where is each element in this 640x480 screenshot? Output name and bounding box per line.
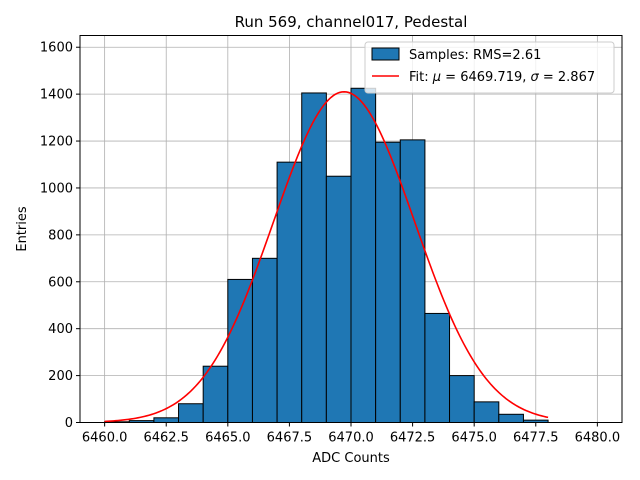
legend-fit-sigma-symbol: σ xyxy=(531,70,540,85)
y-axis-title: Entries xyxy=(15,206,30,252)
y-tick-label: 800 xyxy=(48,228,73,243)
legend-fit-prefix: Fit: xyxy=(409,70,433,85)
gaussian-fit-line xyxy=(104,90,549,423)
x-tick-label: 6460.0 xyxy=(82,431,128,446)
histogram-bar xyxy=(325,175,352,423)
histogram-bar xyxy=(375,141,401,424)
histogram-bar xyxy=(153,417,180,423)
x-tick-label: 6467.5 xyxy=(267,431,313,446)
x-axis-title: ADC Counts xyxy=(312,451,390,466)
histogram-bar xyxy=(399,139,426,423)
x-tick-label: 6472.5 xyxy=(390,431,436,446)
legend-label-samples: Samples: RMS=2.61 xyxy=(409,48,541,63)
histogram-bar xyxy=(473,401,500,423)
histogram-bar xyxy=(424,312,451,424)
y-tick-label: 1000 xyxy=(40,181,73,196)
histogram-bars xyxy=(104,87,549,424)
y-tick-label: 1400 xyxy=(40,88,73,103)
x-tick-label: 6477.5 xyxy=(513,431,559,446)
histogram-bar xyxy=(449,375,475,424)
x-tick-label: 6462.5 xyxy=(143,431,189,446)
histogram-bar xyxy=(178,403,204,423)
legend-fit-sigma-value: = 2.867 xyxy=(539,70,595,85)
x-tick-label: 6480.0 xyxy=(575,431,621,446)
x-tick-label: 6470.0 xyxy=(328,431,374,446)
chart-title: Run 569, channel017, Pedestal xyxy=(235,13,468,31)
legend-fit-mu-value: = 6469.719, xyxy=(441,70,530,85)
legend-swatch-samples xyxy=(371,47,400,61)
histogram-bar xyxy=(202,365,229,423)
y-tick-label: 1200 xyxy=(40,135,73,150)
x-tick-label: 6475.0 xyxy=(451,431,497,446)
y-tick-label: 200 xyxy=(48,369,73,384)
legend-label-fit: Fit: μ = 6469.719, σ = 2.867 xyxy=(409,70,595,85)
histogram-bar xyxy=(498,413,524,424)
histogram-bar xyxy=(227,278,253,423)
x-tick-label: 6465.0 xyxy=(205,431,251,446)
x-axis-ticks: 6460.0 6462.5 6465.0 6467.5 6470.0 6472.5 6475… xyxy=(82,422,621,446)
histogram-bar xyxy=(251,257,278,423)
histogram-bar xyxy=(301,92,327,424)
y-tick-label: 1600 xyxy=(40,41,73,56)
legend-box xyxy=(364,41,615,94)
y-tick-label: 400 xyxy=(48,322,73,337)
histogram-bar xyxy=(350,87,377,423)
y-axis-ticks: 0 200 400 600 800 1000 1200 1400 1600 xyxy=(40,41,80,431)
y-tick-label: 600 xyxy=(48,275,73,290)
y-tick-label: 0 xyxy=(65,416,73,431)
legend: Samples: RMS=2.61 Fit: μ = 6469.719, σ =… xyxy=(364,41,615,94)
histogram-bar xyxy=(276,161,303,423)
legend-fit-mu-symbol: μ xyxy=(432,70,441,85)
